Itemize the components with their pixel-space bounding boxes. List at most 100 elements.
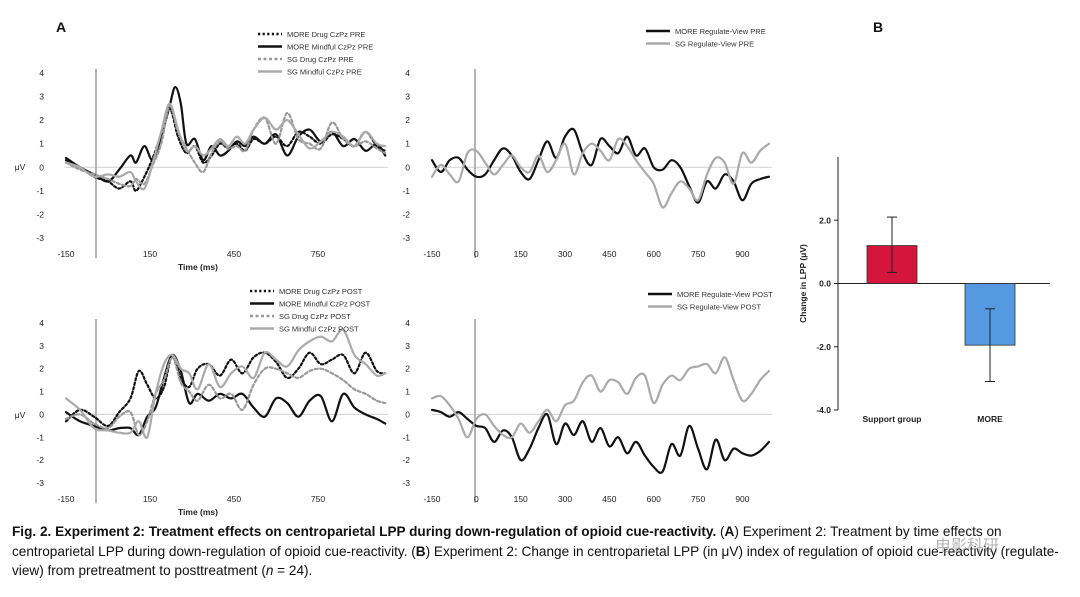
x-tick-label: 750: [691, 494, 705, 504]
y-tick-label: -2: [402, 209, 410, 219]
y-tick-label: -3: [36, 233, 44, 243]
x-tick-label: 450: [602, 249, 616, 259]
chart-b-change-in-lpp: 2.0 0.0 -2.0 -4.0 Change in LPP (μV) Support …: [798, 157, 1050, 424]
x-tick-label: 150: [143, 249, 157, 259]
x-tick-label: -150: [57, 494, 74, 504]
y-tick-label: 0: [39, 162, 44, 172]
y-axis-label: μV: [15, 162, 26, 172]
x-tick-label: 450: [227, 249, 241, 259]
y-tick-label: -3: [402, 233, 410, 243]
y-tick-label: 2: [405, 364, 410, 374]
legend-label-sg-mindful-czpz-pre: SG Mindful CzPz PRE: [287, 68, 362, 77]
figure: A B 4 3 2 1 0 -1 -2 -3 -150 150 450 750 μV Time (ms) M…: [15, 19, 1050, 517]
legend-label-more-drug-czpz-pre: MORE Drug CzPz PRE: [287, 30, 365, 39]
y-tick-label: -2: [36, 209, 44, 219]
y-tick-label: 0: [405, 409, 410, 419]
caption-n-value: = 24).: [273, 563, 313, 578]
y-tick-label: 4: [405, 318, 410, 328]
y-tick-label: -2: [36, 455, 44, 465]
series-line-more-regulate-view-pre: [430, 127, 771, 204]
figure-caption: Fig. 2. Experiment 2: Treatment effects …: [12, 524, 1059, 579]
y-tick-label: 4: [39, 318, 44, 328]
x-tick-label: 300: [558, 494, 572, 504]
y-tick-label: -1: [402, 432, 410, 442]
x-axis-label: Time (ms): [178, 507, 218, 517]
x-tick-label: -150: [423, 494, 440, 504]
x-tick-label: 750: [311, 249, 325, 259]
panel-label-a: A: [56, 19, 66, 35]
x-tick-label: 150: [143, 494, 157, 504]
caption-title: Experiment 2: Treatment effects on centr…: [55, 524, 717, 539]
y-tick-label: -1: [402, 186, 410, 196]
y-tick-label: 4: [39, 68, 44, 78]
y-tick-label: 0: [405, 162, 410, 172]
x-tick-label: 900: [735, 249, 749, 259]
y-tick-label: -3: [402, 478, 410, 488]
legend-label-sg-drug-czpz-post: SG Drug CzPz POST: [279, 312, 351, 321]
chart-a1-pre-drug-mindful: 4 3 2 1 0 -1 -2 -3 -150 150 450 750 μV Time (ms) MORE …: [15, 30, 388, 272]
y-tick-label: 1: [39, 387, 44, 397]
y-tick-label: -4.0: [816, 405, 831, 415]
y-tick-label: 3: [39, 341, 44, 351]
x-axis-label: Time (ms): [178, 262, 218, 272]
x-tick-label: 150: [514, 494, 528, 504]
caption-fig-number: Fig. 2.: [12, 524, 52, 539]
legend-label-sg-drug-czpz-pre: SG Drug CzPz PRE: [287, 55, 354, 64]
series-line-sg-regulate-view-pre: [430, 137, 771, 209]
series-line-more-drug-czpz-post: [64, 351, 387, 428]
y-tick-label: 3: [39, 92, 44, 102]
y-tick-label: -1: [36, 432, 44, 442]
series-line-more-mindful-czpz-post: [64, 353, 387, 437]
y-tick-label: 1: [405, 387, 410, 397]
series-line-sg-drug-czpz-pre: [64, 104, 387, 188]
y-tick-label: -2: [402, 455, 410, 465]
y-tick-label: 3: [405, 341, 410, 351]
y-axis-label: μV: [15, 410, 26, 420]
chart-a2-pre-regulate-view: 4 3 2 1 0 -1 -2 -3 -150 0 150 300 450 600 750 900 MORE R…: [402, 27, 772, 259]
x-tick-label: 300: [558, 249, 572, 259]
y-tick-label: 2: [39, 364, 44, 374]
watermark-logo: 电影科研: [935, 536, 1000, 555]
y-tick-label: 2: [39, 115, 44, 125]
y-tick-label: -2.0: [816, 342, 831, 352]
series-line-sg-mindful-czpz-pre: [64, 102, 387, 191]
x-tick-label: 450: [227, 494, 241, 504]
y-tick-label: 2: [405, 115, 410, 125]
x-tick-label: 450: [602, 494, 616, 504]
legend-label-sg-mindful-czpz-post: SG Mindful CzPz POST: [279, 325, 359, 334]
x-tick-label: 600: [647, 494, 661, 504]
chart-a4-post-regulate-view: 4 3 2 1 0 -1 -2 -3 -150 0 150 300 450 600 750 900 MORE R…: [402, 290, 773, 504]
y-tick-label: 1: [39, 139, 44, 149]
caption-n-symbol: n: [265, 563, 274, 578]
y-tick-label: 0.0: [819, 279, 831, 289]
legend-label-more-mindful-czpz-pre: MORE Mindful CzPz PRE: [287, 43, 373, 52]
legend-label-more-mindful-czpz-post: MORE Mindful CzPz POST: [279, 300, 371, 309]
x-tick-label: 0: [474, 494, 479, 504]
x-tick-label: 750: [311, 494, 325, 504]
caption-a-text: Experiment 2: Treatment by time effects …: [12, 524, 1002, 559]
caption-b-text: Experiment 2: Change in centroparietal L…: [12, 543, 1059, 579]
legend-label-more-regulate-view-pre: MORE Regulate-View PRE: [675, 27, 766, 36]
y-tick-label: 2.0: [819, 215, 831, 225]
y-tick-label: -3: [36, 478, 44, 488]
y-tick-label: 1: [405, 139, 410, 149]
series-line-more-regulate-view-post: [430, 408, 771, 474]
x-tick-label: 900: [735, 494, 749, 504]
panel-label-b: B: [873, 19, 883, 35]
y-axis-label: Change in LPP (μV): [798, 244, 808, 323]
series-line-sg-drug-czpz-post: [64, 356, 387, 437]
x-tick-label: 750: [691, 249, 705, 259]
chart-a3-post-drug-mindful: 4 3 2 1 0 -1 -2 -3 -150 150 450 750 μV Time (ms) MORE …: [15, 287, 388, 517]
x-tick-label: 600: [647, 249, 661, 259]
legend-label-sg-regulate-view-post: SG Regulate-View POST: [677, 303, 761, 312]
x-category-label-support-group: Support group: [862, 414, 921, 424]
caption-a-label: A: [724, 524, 735, 539]
legend-label-more-regulate-view-post: MORE Regulate-View POST: [677, 290, 773, 299]
series-line-sg-regulate-view-post: [430, 356, 771, 440]
y-tick-label: 0: [39, 409, 44, 419]
legend-label-more-drug-czpz-post: MORE Drug CzPz POST: [279, 287, 363, 296]
x-tick-label: -150: [423, 249, 440, 259]
y-tick-label: -1: [36, 186, 44, 196]
series-line-sg-mindful-czpz-post: [64, 328, 387, 440]
x-tick-label: -150: [57, 249, 74, 259]
